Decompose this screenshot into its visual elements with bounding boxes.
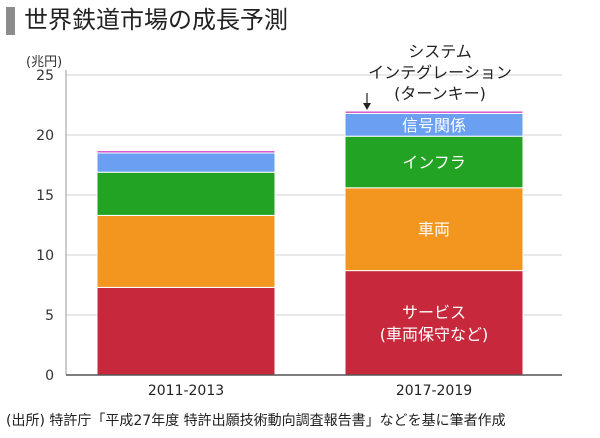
y-tick-label: 25 bbox=[36, 68, 54, 84]
segment-label: 車両 bbox=[418, 220, 450, 239]
x-tick-label: 2017-2019 bbox=[396, 383, 472, 399]
y-tick-label: 0 bbox=[45, 368, 54, 384]
annotation-label: システム bbox=[408, 42, 472, 61]
annotation-label: (ターンキー) bbox=[394, 84, 486, 103]
segment-label: インフラ bbox=[402, 153, 466, 172]
annotation-label: インテグレーション bbox=[368, 63, 512, 82]
annotation-arrow-head bbox=[363, 103, 371, 110]
bar-segment bbox=[96, 286, 276, 376]
bar-segment bbox=[96, 152, 276, 173]
bar-segment bbox=[344, 270, 524, 376]
y-tick-label: 5 bbox=[45, 308, 54, 324]
segment-label: (車両保守など) bbox=[380, 325, 489, 344]
bar-stacks bbox=[96, 110, 524, 376]
bar-segment bbox=[96, 171, 276, 216]
y-tick-label: 20 bbox=[36, 128, 54, 144]
title-accent-bar bbox=[6, 7, 15, 35]
y-axis-label: (兆円) bbox=[26, 55, 62, 70]
x-tick-label: 2011-2013 bbox=[148, 383, 224, 399]
segment-label: 信号関係 bbox=[402, 116, 466, 135]
y-tick-label: 15 bbox=[36, 188, 54, 204]
chart-title: 世界鉄道市場の成長予測 bbox=[24, 6, 288, 34]
bar-segment bbox=[96, 214, 276, 288]
bar-segment bbox=[344, 110, 524, 114]
axes: 0 5 10 15 20 25(兆円) 2011-2013 2017-2019 bbox=[26, 55, 562, 399]
bar-segment bbox=[344, 187, 524, 272]
bar-segment bbox=[96, 150, 276, 154]
source-note: (出所) 特許庁「平成27年度 特許出願技術動向調査報告書」などを基に筆者作成 bbox=[6, 413, 506, 429]
y-tick-label: 10 bbox=[36, 248, 54, 264]
segment-label: サービス bbox=[402, 303, 466, 322]
bar-segment bbox=[344, 135, 524, 189]
